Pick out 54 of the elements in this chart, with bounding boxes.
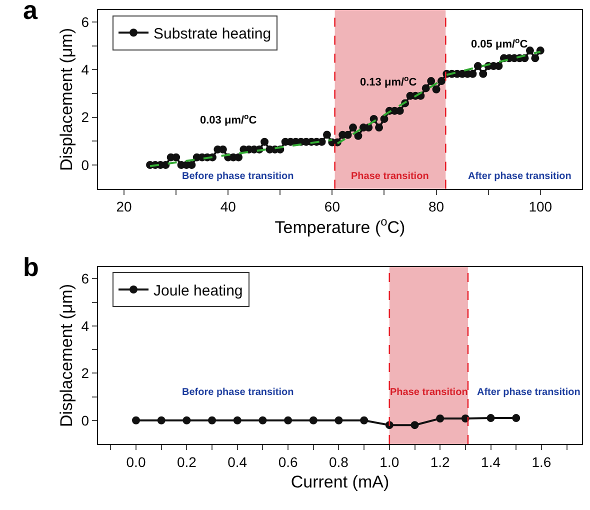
legend-label: Substrate heating [154,25,272,42]
y-tick-label: 6 [81,14,90,30]
x-tick-label: 0.8 [328,454,349,470]
x-tick-label: 0.6 [278,454,298,470]
x-tick-label: 0.4 [228,454,248,470]
x-tick-label: 0.0 [126,454,146,470]
y-axis-title: Displacement (μm) [56,284,76,427]
point [360,416,368,424]
annotation: Before phase transition [182,171,294,182]
annotation: 0.13 μm/$^{o}$C [360,74,417,89]
x-tick-label: 1.2 [430,454,450,470]
y-tick-label: 0 [81,412,90,428]
band-label: Phase transition [351,171,429,182]
x-tick-label: 60 [324,198,340,215]
chart-title: a [23,0,38,25]
chart-title: b [23,252,39,282]
y-tick-label: 2 [81,365,90,382]
y-axis-title: Displacement (μm) [56,28,76,171]
point [410,421,419,430]
x-tick-label: 1.6 [532,454,552,470]
x-tick-label: 20 [116,198,132,215]
point [258,416,267,424]
annotation: Before phase transition [182,387,294,398]
x-axis-title: Temperature ($^{o}$C) [274,214,406,237]
annotation: 0.05 μm/$^{o}$C [471,36,528,51]
point [182,416,191,424]
x-tick-label: 40 [220,198,236,215]
point [132,416,140,424]
annotation: 0.03 μm/$^{o}$C [200,112,257,127]
x-tick-label: 0.2 [176,454,197,470]
point [284,416,292,424]
y-tick-label: 2 [81,109,90,126]
x-tick-label: 1.0 [380,454,400,470]
x-axis-title: Current (mA) [290,472,390,492]
band-label: Phase transition [390,387,468,398]
legend-label: Joule heating [154,282,243,300]
y-tick-label: 4 [81,62,90,78]
point [334,416,343,424]
point [486,414,495,422]
annotation: After phase transition [477,387,580,398]
annotation: After phase transition [468,171,572,182]
point [309,416,318,424]
x-tick-label: 80 [428,198,444,215]
x-tick-label: 100 [528,198,552,215]
point [157,416,166,424]
x-tick-label: 1.4 [481,454,501,470]
point [512,414,520,422]
y-tick-label: 6 [81,270,90,287]
point [436,414,444,422]
point [233,416,242,424]
y-tick-label: 0 [81,156,90,173]
y-tick-label: 4 [81,318,90,334]
point [461,414,470,422]
point [208,416,216,424]
